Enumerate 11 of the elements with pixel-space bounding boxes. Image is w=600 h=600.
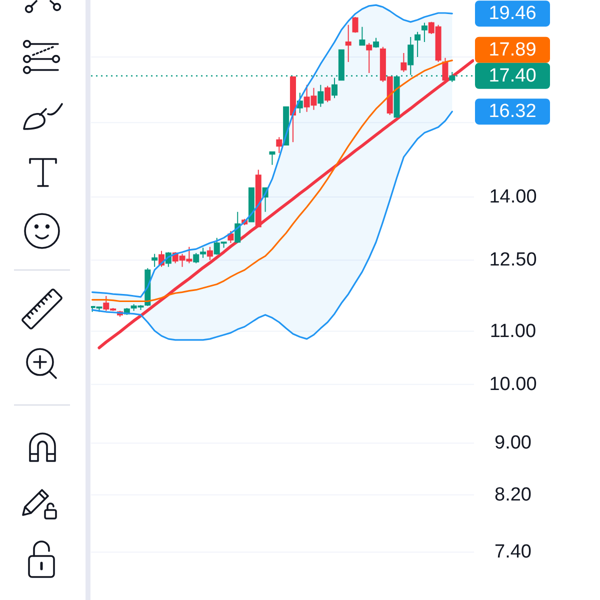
y-tick-label: 12.50 xyxy=(489,250,537,271)
ref-line-label: 17.40 xyxy=(488,65,536,86)
text: 16.32 xyxy=(488,101,536,122)
y-tick-label: 14.00 xyxy=(489,186,537,208)
y-tick-label: 10.00 xyxy=(489,374,537,395)
text: 19.46 xyxy=(488,3,536,24)
y-tick-label: 8.20 xyxy=(494,484,532,506)
y-tick-label: 7.40 xyxy=(494,542,532,563)
text: 17.89 xyxy=(488,39,536,60)
y-tick-label: 9.00 xyxy=(494,432,532,454)
y-tick-label: 11.00 xyxy=(490,320,536,342)
